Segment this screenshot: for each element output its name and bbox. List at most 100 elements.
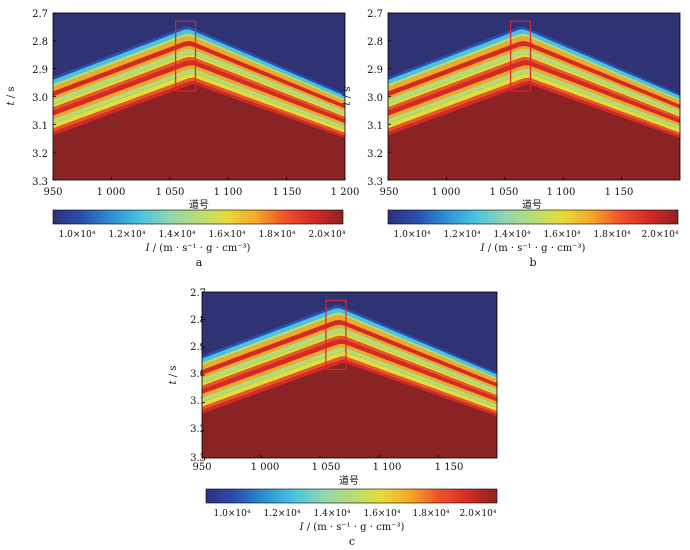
panel-a-cb-tick-6: 2.0×10⁴ bbox=[309, 230, 346, 240]
panel-b-colorbar-gradient bbox=[387, 209, 679, 225]
panel-a-xtick-1200: 1 200 bbox=[331, 187, 360, 198]
panel-c-ylabel: t / s bbox=[168, 366, 179, 385]
panel-b-ytick-3.2: 3.2 bbox=[367, 149, 383, 160]
panel-a-ytick-2.8: 2.8 bbox=[32, 37, 48, 48]
panel-a-band-8 bbox=[53, 57, 345, 120]
panel-a-ytick-2.7: 2.7 bbox=[32, 9, 48, 20]
panel-c: t / s 2.7 2.8 2.9 3.0 3.1 3.2 3.3 950 1 … bbox=[168, 288, 498, 548]
panel-b-heatmap bbox=[387, 12, 681, 181]
panel-a-band-9 bbox=[53, 60, 345, 124]
panel-a-ytick-3.3: 3.3 bbox=[32, 177, 48, 188]
panel-a-cb-tick-3: 1.4×10⁴ bbox=[159, 230, 196, 240]
panel-c-xtick-1100: 1 100 bbox=[373, 462, 402, 473]
panel-b-basement bbox=[388, 84, 680, 180]
panel-b-cb-tick-2: 1.2×10⁴ bbox=[444, 230, 481, 240]
panel-a-cb-tick-2: 1.2×10⁴ bbox=[109, 230, 146, 240]
panel-a-colorbar-label: I / (m · s⁻¹ · g · cm⁻³) bbox=[145, 243, 251, 254]
panel-c-highlight-box bbox=[325, 299, 347, 371]
panel-b-ytick-2.9: 2.9 bbox=[367, 65, 383, 76]
panel-b-cb-tick-4: 1.6×10⁴ bbox=[544, 230, 581, 240]
panel-c-ytick-3.3: 3.3 bbox=[190, 453, 206, 464]
panel-c-band-11 bbox=[202, 347, 497, 408]
panel-b-band-12 bbox=[388, 73, 680, 133]
panel-b-ytick-2.7: 2.7 bbox=[367, 9, 383, 20]
panel-a-ytick-3.0: 3.0 bbox=[32, 93, 48, 104]
panel-a-xtick-1050: 1 050 bbox=[156, 187, 185, 198]
panel-c-colorbar-gradient bbox=[205, 488, 498, 504]
panel-b-band-8 bbox=[388, 57, 680, 120]
panel-a: t / s 2.7 2.8 2.9 3.0 3.1 3.2 3.3 950 1 … bbox=[6, 9, 359, 269]
panel-b-band-10 bbox=[388, 65, 680, 126]
panel-c-xtick-1150: 1 150 bbox=[435, 462, 464, 473]
panel-c-xtick-1050: 1 050 bbox=[312, 462, 341, 473]
panel-c-basement bbox=[202, 362, 497, 458]
panel-a-band-7 bbox=[53, 54, 345, 117]
panel-a-xtick-950: 950 bbox=[43, 187, 62, 198]
panel-b-xtick-1000: 1 000 bbox=[432, 187, 461, 198]
panel-c-band-9 bbox=[202, 339, 497, 402]
panel-c-ytick-2.7: 2.7 bbox=[190, 288, 206, 299]
panel-c-xlabel: 道号 bbox=[339, 474, 359, 487]
panel-a-cb-tick-4: 1.6×10⁴ bbox=[209, 230, 246, 240]
panel-c-cb-tick-3: 1.4×10⁴ bbox=[314, 509, 351, 519]
panel-c-xtick-1000: 1 000 bbox=[251, 462, 280, 473]
panel-c-ytick-3.2: 3.2 bbox=[190, 424, 206, 435]
panel-c-cb-tick-5: 1.8×10⁴ bbox=[413, 509, 450, 519]
panel-c-ytick-2.8: 2.8 bbox=[190, 315, 206, 326]
panel-c-colorbar-label: I / (m · s⁻¹ · g · cm⁻³) bbox=[299, 522, 405, 533]
panel-c-ytick-3.1: 3.1 bbox=[190, 396, 206, 407]
panel-b-band-9 bbox=[388, 60, 680, 124]
panel-a-ytick-3.2: 3.2 bbox=[32, 149, 48, 160]
panel-c-band-8 bbox=[202, 335, 497, 398]
panel-b-cb-tick-1: 1.0×10⁴ bbox=[394, 230, 431, 240]
panel-c-cb-tick-2: 1.2×10⁴ bbox=[264, 509, 301, 519]
panel-a-xtick-1100: 1 100 bbox=[214, 187, 243, 198]
panel-a-cb-tick-5: 1.8×10⁴ bbox=[259, 230, 296, 240]
panel-a-colorbar-gradient bbox=[52, 209, 344, 225]
panel-b-letter: b bbox=[529, 256, 536, 269]
panel-c-cb-tick-4: 1.6×10⁴ bbox=[364, 509, 401, 519]
panel-a-letter: a bbox=[196, 256, 203, 269]
panel-a-xlabel: 道号 bbox=[189, 198, 209, 211]
panel-c-cb-tick-6: 2.0×10⁴ bbox=[460, 509, 497, 519]
panel-a-band-10 bbox=[53, 65, 345, 126]
panel-b-xtick-1100: 1 100 bbox=[547, 187, 576, 198]
panel-b-colorbar-label: I / (m · s⁻¹ · g · cm⁻³) bbox=[480, 243, 586, 254]
panel-c-band-10 bbox=[202, 344, 497, 405]
panel-b-colorbar: 1.0×10⁴ 1.2×10⁴ 1.4×10⁴ 1.6×10⁴ 1.8×10⁴ … bbox=[387, 209, 679, 254]
panel-a-basement bbox=[53, 84, 345, 180]
panel-a-band-12 bbox=[53, 73, 345, 133]
panel-a-ytick-2.9: 2.9 bbox=[32, 65, 48, 76]
panel-c-band-6 bbox=[202, 327, 497, 394]
panel-a-colorbar: 1.0×10⁴ 1.2×10⁴ 1.4×10⁴ 1.6×10⁴ 1.8×10⁴ … bbox=[52, 209, 346, 254]
panel-b-highlight-box bbox=[510, 20, 532, 92]
panel-b-cb-tick-6: 2.0×10⁴ bbox=[642, 230, 679, 240]
panel-b-xtick-950: 950 bbox=[379, 187, 398, 198]
panel-b-cb-tick-3: 1.4×10⁴ bbox=[494, 230, 531, 240]
panel-a-ylabel: t / s bbox=[6, 87, 17, 106]
panel-a-band-6 bbox=[53, 48, 345, 115]
panel-a-band-11 bbox=[53, 68, 345, 130]
panel-c-heatmap bbox=[201, 291, 498, 459]
panel-c-colorbar: 1.0×10⁴ 1.2×10⁴ 1.4×10⁴ 1.6×10⁴ 1.8×10⁴ … bbox=[205, 488, 498, 533]
panel-a-highlight-box bbox=[175, 20, 197, 92]
panel-b-ytick-2.8: 2.8 bbox=[367, 37, 383, 48]
panel-c-xtick-950: 950 bbox=[192, 462, 211, 473]
panel-a-ytick-3.1: 3.1 bbox=[32, 121, 48, 132]
panel-a-cb-tick-1: 1.0×10⁴ bbox=[59, 230, 96, 240]
panel-b-band-11 bbox=[388, 68, 680, 130]
panel-b-ytick-3.1: 3.1 bbox=[367, 121, 383, 132]
panel-c-cb-tick-1: 1.0×10⁴ bbox=[214, 509, 251, 519]
panel-b-band-6 bbox=[388, 48, 680, 115]
panel-b-ytick-3.3: 3.3 bbox=[367, 177, 383, 188]
panel-b-band-7 bbox=[388, 54, 680, 117]
panel-c-band-7 bbox=[202, 332, 497, 396]
panel-b-cb-tick-5: 1.8×10⁴ bbox=[594, 230, 631, 240]
panel-b-xtick-1050: 1 050 bbox=[490, 187, 519, 198]
panel-c-ytick-2.9: 2.9 bbox=[190, 342, 206, 353]
panel-b-ytick-3.0: 3.0 bbox=[367, 93, 383, 104]
panel-c-ytick-3.0: 3.0 bbox=[190, 369, 206, 380]
panel-a-xtick-1000: 1 000 bbox=[97, 187, 126, 198]
panel-b-ylabel: t / s bbox=[342, 87, 353, 106]
